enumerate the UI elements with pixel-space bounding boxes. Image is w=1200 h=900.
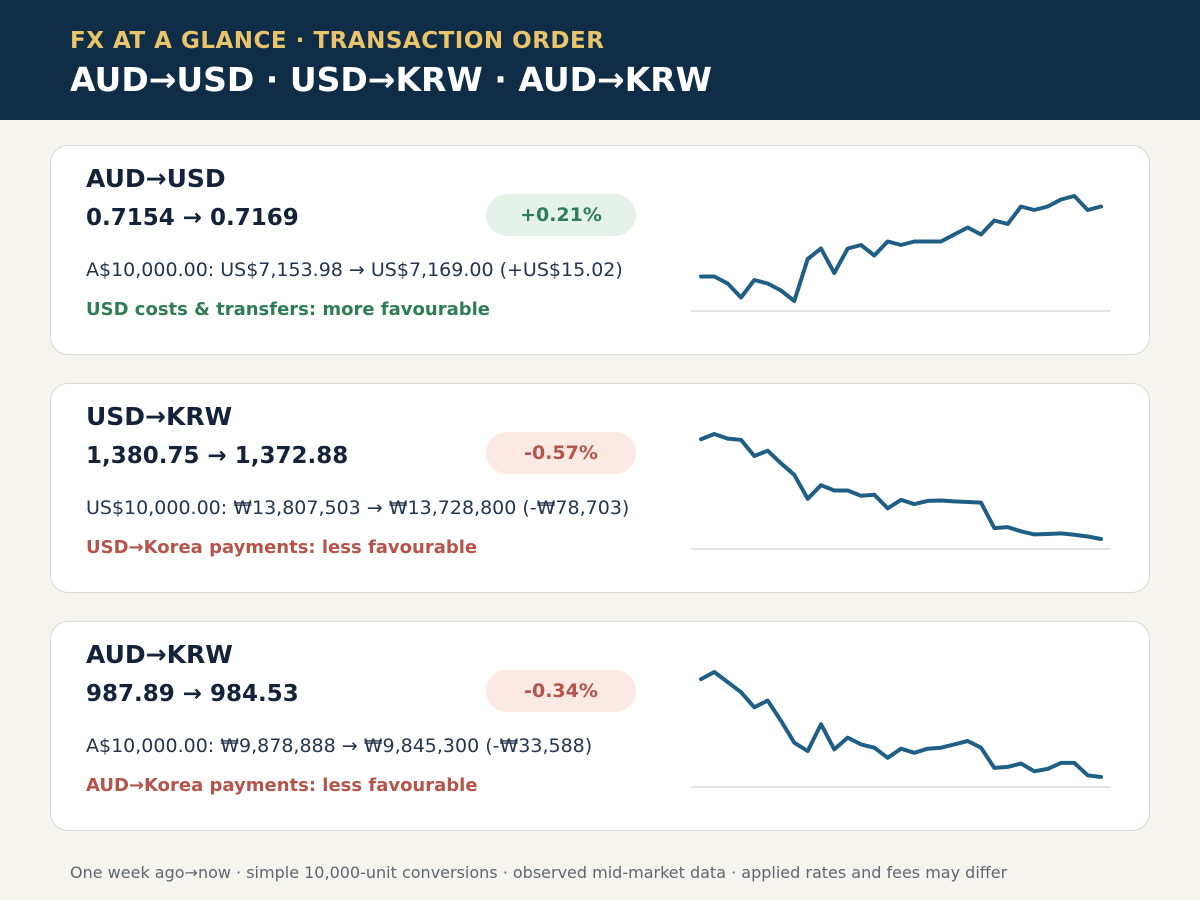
sparkline-series-line xyxy=(699,670,1103,779)
header-banner: FX AT A GLANCE · TRANSACTION ORDER AUD→U… xyxy=(0,0,1200,120)
percent-change-badge: -0.34% xyxy=(486,670,636,712)
sparkline-chart xyxy=(691,194,1111,312)
pair-label: USD→KRW xyxy=(86,402,233,431)
sparkline-chart xyxy=(691,670,1111,788)
conversion-text: A$10,000.00: US$7,153.98 → US$7,169.00 (… xyxy=(86,259,623,281)
card-aud-krw: AUD→KRW 987.89 → 984.53 -0.34% A$10,000.… xyxy=(50,621,1150,831)
conversion-text: US$10,000.00: ₩13,807,503 → ₩13,728,800 … xyxy=(86,497,630,519)
rate-change: 0.7154 → 0.7169 xyxy=(86,205,299,231)
conversion-text: A$10,000.00: ₩9,878,888 → ₩9,845,300 (-₩… xyxy=(86,735,593,757)
rate-change: 1,380.75 → 1,372.88 xyxy=(86,443,349,469)
impact-note: USD→Korea payments: less favourable xyxy=(86,537,478,558)
percent-change-badge: -0.57% xyxy=(486,432,636,474)
page-title: AUD→USD · USD→KRW · AUD→KRW xyxy=(70,60,713,99)
sparkline-series-line xyxy=(699,432,1103,541)
impact-note: USD costs & transfers: more favourable xyxy=(86,299,490,320)
card-usd-krw: USD→KRW 1,380.75 → 1,372.88 -0.57% US$10… xyxy=(50,383,1150,593)
card-aud-usd: AUD→USD 0.7154 → 0.7169 +0.21% A$10,000.… xyxy=(50,145,1150,355)
pair-label: AUD→KRW xyxy=(86,640,233,669)
percent-change-badge: +0.21% xyxy=(486,194,636,236)
pair-label: AUD→USD xyxy=(86,164,226,193)
footer-note: One week ago→now · simple 10,000-unit co… xyxy=(70,863,1008,882)
header-kicker: FX AT A GLANCE · TRANSACTION ORDER xyxy=(70,28,605,54)
rate-change: 987.89 → 984.53 xyxy=(86,681,299,707)
sparkline-series-line xyxy=(699,194,1103,303)
sparkline-chart xyxy=(691,432,1111,550)
impact-note: AUD→Korea payments: less favourable xyxy=(86,775,478,796)
